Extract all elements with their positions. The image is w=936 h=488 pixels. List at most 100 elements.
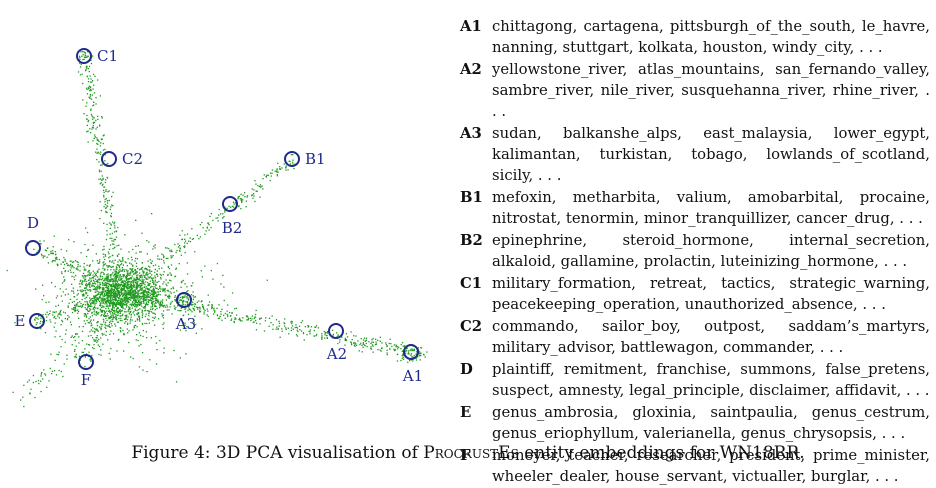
scatter-point <box>85 70 87 72</box>
scatter-point <box>109 284 112 287</box>
scatter-point <box>415 357 417 359</box>
scatter-point <box>104 207 107 209</box>
scatter-point <box>125 316 127 318</box>
scatter-point <box>165 299 168 301</box>
scatter-point <box>72 266 74 268</box>
scatter-point <box>136 272 138 274</box>
scatter-point <box>90 59 92 62</box>
scatter-point <box>207 222 210 224</box>
scatter-point <box>102 267 104 269</box>
scatter-point <box>119 295 121 297</box>
scatter-point <box>278 320 280 322</box>
scatter-point <box>103 273 105 275</box>
scatter-point <box>131 285 133 287</box>
scatter-point <box>94 291 96 293</box>
scatter-point <box>139 268 141 270</box>
scatter-point <box>107 294 109 296</box>
scatter-point <box>86 300 88 303</box>
scatter-point <box>110 330 112 332</box>
scatter-point <box>112 333 115 335</box>
scatter-point <box>85 255 88 258</box>
scatter-point <box>123 333 125 335</box>
scatter-point <box>128 287 130 289</box>
scatter-point <box>233 206 235 208</box>
scatter-point <box>94 298 96 300</box>
scatter-point <box>154 247 156 249</box>
scatter-point <box>96 311 98 313</box>
scatter-point <box>100 275 102 277</box>
scatter-point <box>111 294 113 297</box>
scatter-point <box>170 264 173 266</box>
scatter-point <box>106 292 108 294</box>
scatter-point <box>159 339 161 342</box>
scatter-point <box>167 289 169 292</box>
scatter-point <box>101 290 104 293</box>
scatter-point <box>219 315 221 318</box>
scatter-point <box>186 290 188 293</box>
scatter-point <box>324 334 326 336</box>
scatter-point <box>90 334 92 337</box>
scatter-point <box>167 274 169 276</box>
scatter-point <box>161 253 163 255</box>
scatter-point <box>111 285 113 288</box>
scatter-point <box>136 318 138 320</box>
scatter-point <box>165 257 167 260</box>
scatter-point <box>117 226 119 229</box>
scatter-point <box>139 288 141 291</box>
scatter-point <box>127 290 129 293</box>
scatter-point <box>247 317 250 319</box>
scatter-point <box>143 307 145 309</box>
scatter-point <box>173 349 175 352</box>
scatter-point <box>91 324 93 326</box>
scatter-point <box>118 298 120 300</box>
scatter-point <box>116 281 119 283</box>
scatter-point <box>135 245 137 247</box>
scatter-point <box>87 141 89 143</box>
scatter-point <box>144 275 146 277</box>
scatter-point <box>390 343 392 345</box>
scatter-point <box>154 313 156 315</box>
scatter-point <box>307 326 309 328</box>
scatter-point <box>55 330 57 332</box>
scatter-point <box>74 308 77 310</box>
scatter-point <box>166 304 168 306</box>
scatter-point <box>204 309 206 312</box>
scatter-point <box>142 298 144 300</box>
scatter-point <box>116 285 118 287</box>
scatter-point <box>44 249 46 251</box>
scatter-point <box>44 255 46 257</box>
legend-text: epinephrine, steroid_hormone, internal_s… <box>492 232 930 270</box>
scatter-point <box>372 345 374 347</box>
scatter-point <box>83 313 85 315</box>
scatter-point <box>79 56 81 59</box>
scatter-point <box>144 296 146 298</box>
scatter-point <box>61 338 63 341</box>
scatter-point <box>145 281 147 283</box>
scatter-point <box>105 289 107 291</box>
legend-key: A3 <box>460 125 482 142</box>
scatter-point <box>151 213 153 215</box>
scatter-point <box>422 353 425 356</box>
scatter-point <box>110 284 112 286</box>
scatter-point <box>97 139 99 141</box>
scatter-point <box>88 65 91 68</box>
scatter-point <box>277 328 279 330</box>
scatter-point <box>35 288 37 290</box>
scatter-point <box>103 222 105 224</box>
scatter-point <box>159 273 161 275</box>
scatter-point <box>81 289 83 291</box>
scatter-point <box>279 336 281 338</box>
scatter-point <box>129 283 132 285</box>
scatter-point <box>393 349 396 352</box>
scatter-point <box>122 303 125 305</box>
scatter-point <box>63 267 65 269</box>
scatter-point <box>90 278 92 280</box>
scatter-point <box>124 286 126 288</box>
scatter-point <box>139 301 141 303</box>
scatter-point <box>109 311 111 313</box>
scatter-point <box>106 200 108 202</box>
scatter-point <box>110 288 112 290</box>
scatter-point <box>133 297 135 299</box>
scatter-point <box>89 286 91 289</box>
scatter-point <box>149 310 151 312</box>
